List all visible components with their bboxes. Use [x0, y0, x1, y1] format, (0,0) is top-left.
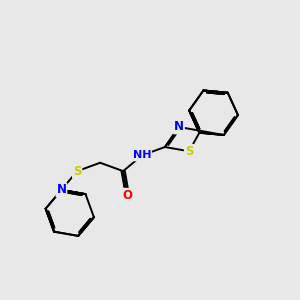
- Text: N: N: [56, 183, 66, 196]
- Text: S: S: [73, 165, 81, 178]
- Text: S: S: [185, 145, 193, 158]
- Text: NH: NH: [133, 150, 151, 161]
- Text: N: N: [174, 121, 184, 134]
- Text: O: O: [122, 189, 132, 202]
